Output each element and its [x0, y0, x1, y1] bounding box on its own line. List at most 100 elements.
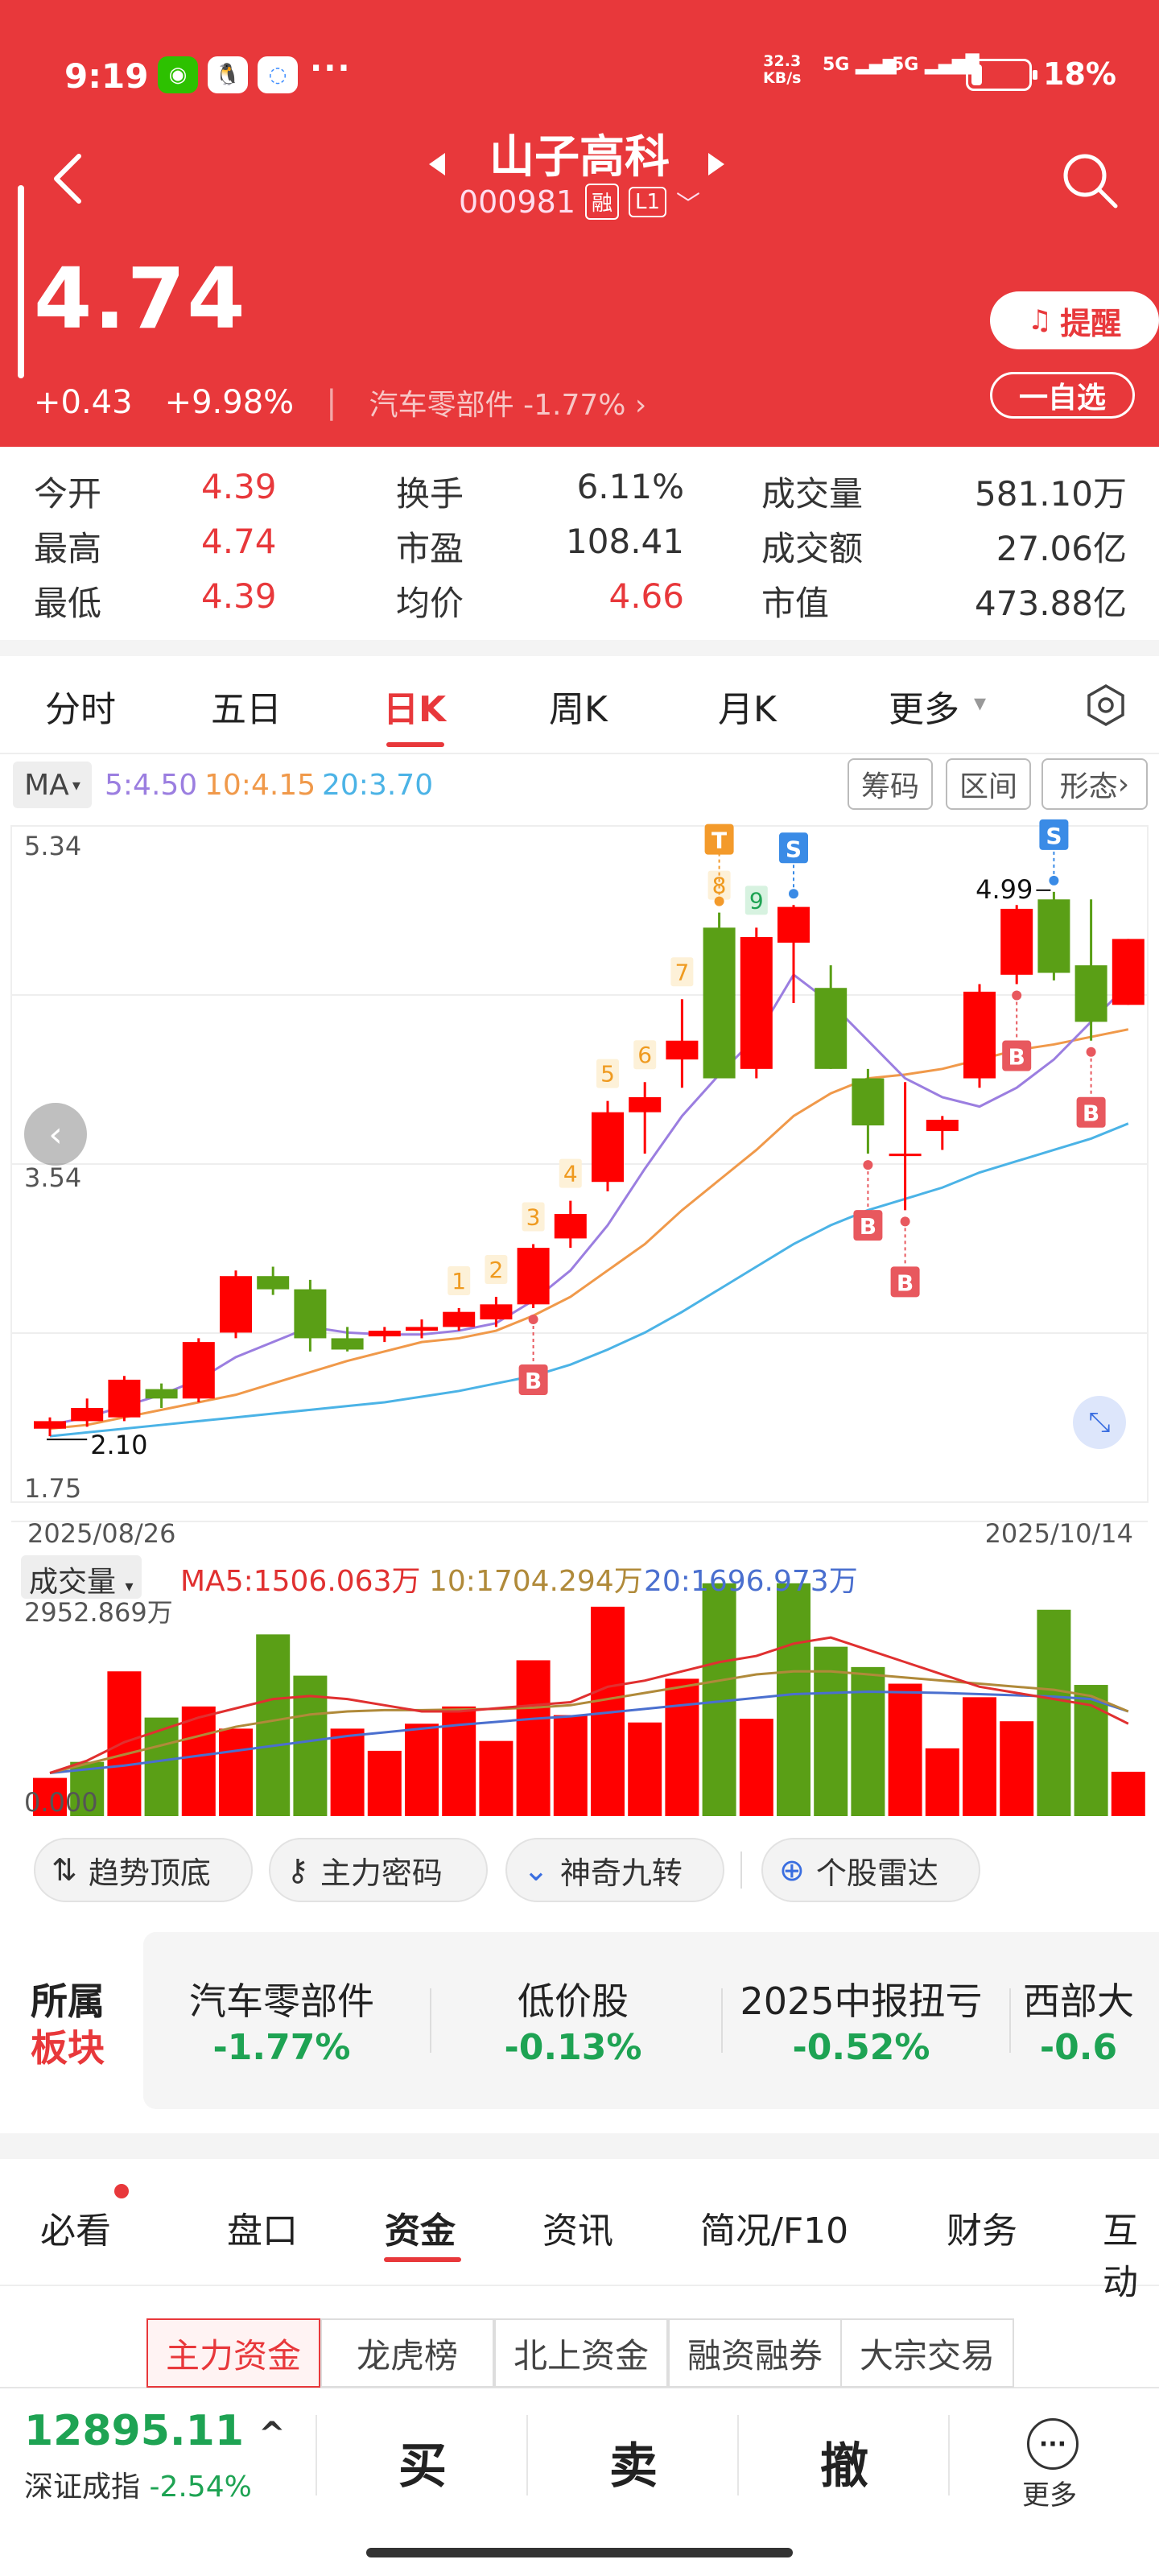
volume-bar: [330, 1728, 365, 1816]
kline-tab[interactable]: 日K: [383, 689, 447, 730]
vol-ma10: 10:1704.294万: [429, 1565, 643, 1598]
nine-turn-label: 9: [749, 887, 764, 914]
volume-bar: [628, 1722, 662, 1816]
chevron-down-icon: ▾: [974, 689, 987, 717]
search-icon[interactable]: [1059, 150, 1120, 211]
fund-tab[interactable]: 龙虎榜: [320, 2318, 494, 2388]
ma10-line: [49, 1028, 1129, 1430]
buy-button[interactable]: 买: [398, 2438, 447, 2495]
kline-tab[interactable]: 分时: [45, 689, 116, 730]
signal-badge-label: B: [860, 1213, 876, 1240]
ma20-line: [49, 1122, 1129, 1438]
industry-link[interactable]: 汽车零部件 -1.77% ›: [369, 389, 647, 422]
sector-change: -1.77%: [212, 2027, 351, 2068]
kline-tab[interactable]: 周K: [549, 689, 608, 730]
detail-tab[interactable]: 互动: [1103, 2211, 1138, 2303]
current-price: 4.74: [34, 250, 247, 348]
volume-selector[interactable]: 成交量 ▾: [21, 1555, 142, 1599]
main-force-code-button[interactable]: ⚷ 主力密码: [269, 1838, 488, 1902]
candle-body: [592, 1112, 624, 1183]
signal-badge-bg: [890, 1266, 920, 1298]
fund-tab[interactable]: 北上资金: [494, 2318, 668, 2388]
signal-5g-1: 5G ▂▄▆: [823, 55, 897, 75]
candle-body: [815, 988, 848, 1069]
sector-name[interactable]: 2025中报扭亏: [740, 1979, 983, 2023]
more-notifications-icon: ···: [310, 50, 352, 87]
next-stock-icon[interactable]: [708, 153, 724, 175]
kline-chart[interactable]: 5.34 3.54 1.75 2025/08/26 2025/10/14 4.99 2.10…: [0, 813, 1159, 1819]
check-wave-icon: ⌄: [523, 1852, 549, 1888]
sector-name[interactable]: 西部大: [1023, 1979, 1134, 2023]
kline-tab[interactable]: 月K: [718, 689, 777, 730]
kline-tab[interactable]: 更多: [889, 689, 959, 730]
ma-selector[interactable]: MA ▾: [13, 762, 92, 808]
chips-button[interactable]: 筹码: [848, 758, 933, 810]
chart-settings-icon[interactable]: [1083, 683, 1128, 728]
stat-value: 4.74: [201, 522, 277, 561]
kline-tab[interactable]: 五日: [211, 689, 282, 730]
more-label[interactable]: 更多: [1022, 2479, 1077, 2512]
detail-tab[interactable]: 财务: [947, 2211, 1017, 2252]
prev-stock-icon[interactable]: [429, 153, 445, 175]
nine-turn-label: 5: [600, 1061, 615, 1088]
signal-badge-bg: [518, 1364, 548, 1395]
detail-tab[interactable]: 必看: [40, 2211, 111, 2252]
chart-scroll-left-icon[interactable]: ‹: [24, 1103, 87, 1166]
cancel-order-button[interactable]: 撤: [820, 2438, 868, 2495]
net-speed: 32.3 KB/s: [763, 52, 802, 87]
stock-radar-button[interactable]: ⊕ 个股雷达: [761, 1838, 980, 1902]
nine-turn-bg: [448, 1265, 471, 1295]
stat-value: 27.06亿: [996, 529, 1127, 568]
sell-button[interactable]: 卖: [609, 2438, 658, 2495]
fullscreen-icon[interactable]: ⤡: [1073, 1396, 1126, 1449]
level-tag[interactable]: L1: [629, 186, 667, 217]
volume-bar: [33, 1777, 67, 1816]
volume-bar: [293, 1675, 328, 1816]
remind-button[interactable]: ♫ 提醒: [990, 291, 1159, 349]
signal-dot: [528, 1314, 538, 1324]
more-icon[interactable]: ···: [1027, 2418, 1079, 2470]
wechat-icon: ◉: [158, 56, 198, 93]
detail-tab[interactable]: 资金: [385, 2211, 456, 2252]
candle-body: [889, 1154, 922, 1157]
stat-value: 581.10万: [975, 474, 1127, 514]
section-divider: [0, 640, 1159, 656]
trade-bar: [0, 2387, 1159, 2532]
detail-tab[interactable]: 简况/F10: [700, 2211, 849, 2252]
stat-value: 4.66: [608, 576, 684, 616]
candle-body: [1074, 965, 1107, 1022]
signal-dot: [1086, 1046, 1096, 1057]
chevron-down-icon[interactable]: ﹀: [676, 190, 701, 219]
watchlist-button[interactable]: 一自选: [990, 372, 1135, 419]
fund-tab[interactable]: 大宗交易: [840, 2318, 1014, 2388]
magic-nine-button[interactable]: ⌄ 神奇九转: [505, 1838, 724, 1902]
signal-badge-bg: [1002, 1040, 1032, 1071]
ma20-value: 20:3.70: [322, 769, 434, 802]
candle-body: [777, 906, 810, 943]
price-change-row: +0.43 +9.98% | 汽车零部件 -1.77% ›: [34, 382, 646, 423]
range-button[interactable]: 区间: [946, 758, 1031, 810]
detail-tab[interactable]: 盘口: [227, 2211, 298, 2252]
detail-tab[interactable]: 资讯: [542, 2211, 613, 2252]
signal-badge-label: B: [525, 1368, 542, 1394]
index-value[interactable]: 12895.11 ^: [24, 2407, 286, 2455]
fund-tab[interactable]: 融资融券: [668, 2318, 842, 2388]
scroll-indicator: [18, 185, 24, 378]
volume-bar: [367, 1750, 402, 1816]
sector-name[interactable]: 低价股: [518, 1979, 629, 2023]
signal-badge-label: T: [711, 828, 727, 854]
volume-bar: [1000, 1721, 1034, 1816]
volume-bar: [851, 1666, 885, 1816]
back-arrow-icon[interactable]: [50, 153, 85, 204]
nine-turn-label: 4: [563, 1161, 578, 1187]
volume-bar: [516, 1660, 551, 1816]
fund-tab[interactable]: 主力资金: [146, 2318, 320, 2388]
trend-top-bottom-button[interactable]: ⇅ 趋势顶底: [34, 1838, 253, 1902]
volume-bar: [479, 1740, 514, 1816]
volume-bar: [814, 1646, 848, 1816]
y-axis-label: 5.34: [24, 831, 81, 861]
sector-name[interactable]: 汽车零部件: [189, 1979, 374, 2023]
home-indicator[interactable]: [366, 2548, 793, 2557]
candle-body: [852, 1078, 885, 1126]
pattern-button[interactable]: 形态 ›: [1041, 758, 1148, 810]
